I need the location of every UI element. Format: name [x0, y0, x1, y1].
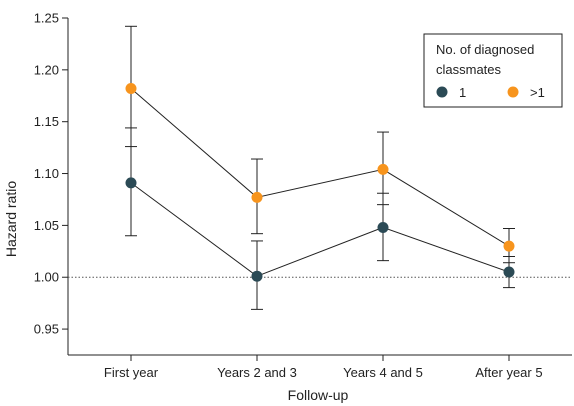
x-tick-label: After year 5 — [475, 365, 542, 380]
data-point-series-1 — [125, 177, 137, 189]
x-tick-label: Years 2 and 3 — [217, 365, 297, 380]
y-axis-title: Hazard ratio — [3, 181, 19, 257]
y-tick-label: 1.15 — [34, 114, 59, 129]
y-tick-label: 1.10 — [34, 166, 59, 181]
x-tick-label: First year — [104, 365, 159, 380]
data-point-series-2 — [125, 83, 137, 95]
legend-title-line-1: No. of diagnosed — [436, 42, 534, 57]
legend-title-line-2: classmates — [436, 62, 502, 77]
series-line-2 — [130, 88, 510, 247]
legend-marker-series-2 — [507, 86, 519, 98]
plot-area: 0.95 1.00 1.05 1.10 1.15 1.20 1.25 First year Ye… — [34, 11, 572, 380]
data-point-series-2 — [377, 163, 389, 175]
data-point-series-2 — [503, 240, 515, 252]
legend: No. of diagnosed classmates 1 >1 — [423, 33, 563, 108]
y-tick-label: 1.00 — [34, 270, 59, 285]
y-tick-label: 1.25 — [34, 11, 59, 26]
y-tick-label: 0.95 — [34, 322, 59, 337]
legend-marker-series-1 — [436, 86, 448, 98]
legend-box — [423, 33, 563, 108]
x-axis-title: Follow-up — [288, 387, 349, 403]
data-point-series-1 — [251, 270, 263, 282]
data-point-series-1 — [377, 221, 389, 233]
series-line-1 — [130, 182, 510, 277]
x-tick-label: Years 4 and 5 — [343, 365, 423, 380]
data-point-series-2 — [251, 191, 263, 203]
y-tick-label: 1.05 — [34, 218, 59, 233]
y-tick-label: 1.20 — [34, 62, 59, 77]
legend-label-series-1: 1 — [459, 85, 466, 100]
legend-label-series-2: >1 — [530, 85, 545, 100]
data-point-series-1 — [503, 266, 515, 278]
